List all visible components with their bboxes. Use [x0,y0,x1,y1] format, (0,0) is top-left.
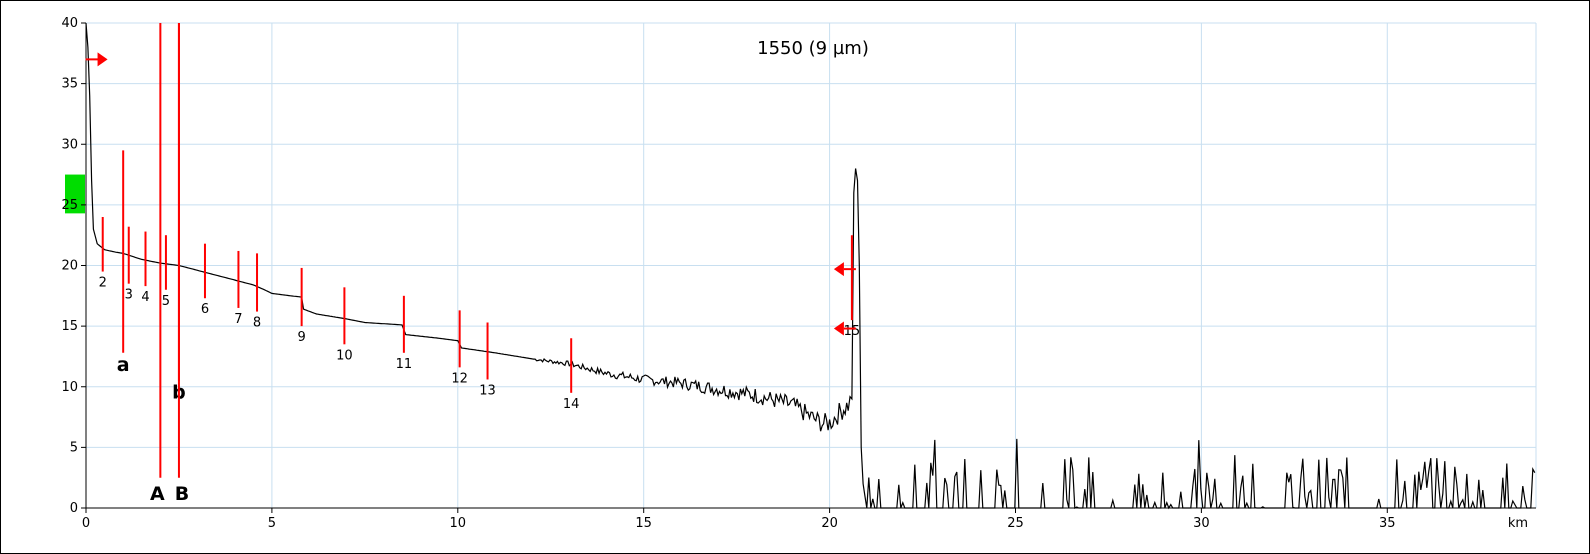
x-tick-label: 20 [821,516,838,531]
grid-lines [85,22,1537,509]
x-tick-label: 0 [82,516,90,531]
arrow-head [833,321,844,336]
event-marker[interactable]: 5 [162,235,170,309]
y-tick-label: 40 [61,16,78,31]
event-marker[interactable]: 12 [451,310,468,386]
x-tick-label: 10 [450,516,467,531]
cursor-marker[interactable]: B [175,23,189,505]
cursor-label: A [150,483,165,505]
y-tick-label: 25 [61,198,78,213]
y-tick-label: 0 [70,501,78,516]
arrow-head [97,52,108,67]
x-tick-label: 25 [1007,516,1024,531]
event-label: 15 [844,324,861,339]
event-label: 3 [125,288,133,303]
x-tick-label: 5 [268,516,276,531]
event-label: 14 [563,397,580,412]
arrows [85,52,856,336]
arrow-left-icon [833,321,856,336]
y-tick-label: 5 [70,440,78,455]
event-label: 11 [396,357,413,372]
x-tick-label: 35 [1379,516,1396,531]
event-label: 7 [234,312,242,327]
event-marker[interactable]: 11 [396,295,413,372]
event-markers: 2 3 4 5 6 7 8 9 10 11 12 13 14 15 [99,217,861,412]
event-label: 9 [298,330,306,345]
trace-layer [85,22,1536,510]
event-label: 6 [201,302,209,317]
event-marker[interactable]: 13 [479,322,496,398]
cursor-label: B [175,483,189,505]
event-label: 2 [99,276,107,291]
event-label: 5 [162,294,170,309]
x-tick-label: 30 [1193,516,1210,531]
trace-line [85,22,1536,510]
x-tick-label: 15 [635,516,652,531]
event-label: 13 [479,383,496,398]
event-marker[interactable]: 2 [99,217,107,291]
y-range-marker [65,174,85,214]
x-unit-label: km [1508,516,1528,531]
event-marker[interactable]: 6 [201,243,209,318]
event-label: 12 [451,371,468,386]
arrow-right-icon [85,52,108,67]
cursor-marker[interactable]: A [150,23,165,505]
y-tick-label: 20 [61,259,78,274]
cursor-marker[interactable]: a [117,150,130,376]
y-tick-label: 30 [61,137,78,152]
event-label: 10 [336,348,353,363]
y-tick-label: 15 [61,319,78,334]
event-marker[interactable]: 7 [234,250,243,327]
event-marker[interactable]: 14 [563,338,580,412]
cursors: abAB [117,23,189,505]
y-tick-label: 35 [61,77,78,92]
event-marker[interactable]: 3 [125,226,133,303]
event-marker[interactable]: 9 [298,267,306,345]
event-label: 4 [141,290,149,305]
arrow-head [833,262,844,277]
event-marker[interactable]: 8 [253,253,261,331]
event-marker[interactable]: 15 [844,235,861,339]
y-tick-label: 10 [61,380,78,395]
chart-title: 1550 (9 µm) [757,38,869,59]
event-marker[interactable]: 4 [141,231,150,306]
event-marker[interactable]: 10 [336,287,353,363]
event-label: 8 [253,316,261,331]
cursor-label: a [117,354,130,376]
y-range-marker-bar [65,174,85,214]
arrow-left-icon [833,262,856,277]
